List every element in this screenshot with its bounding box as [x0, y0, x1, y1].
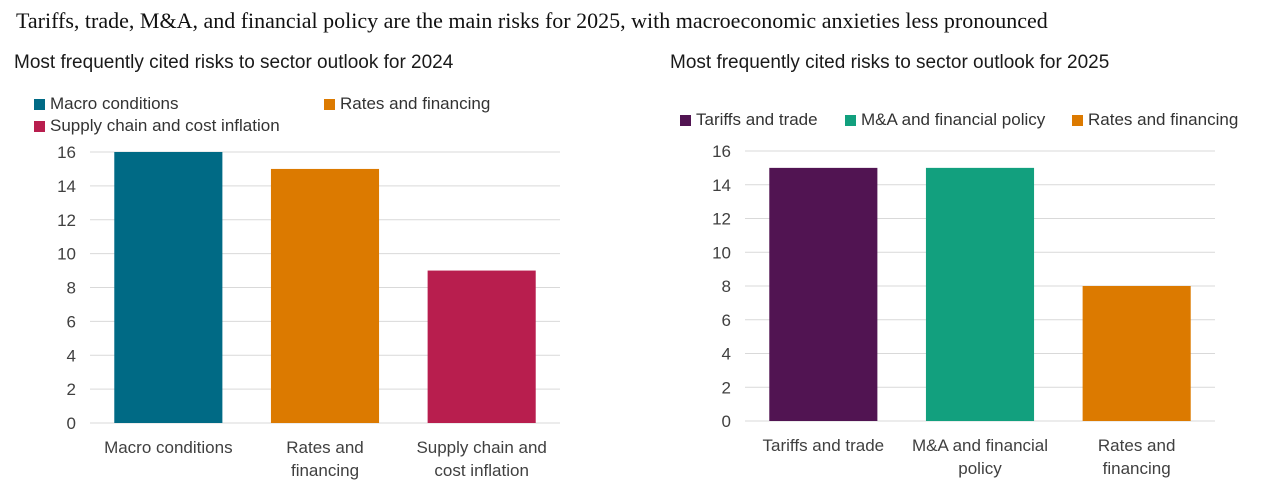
legend-swatch — [34, 120, 45, 132]
y-tick-label: 2 — [67, 380, 76, 399]
bar — [1082, 286, 1191, 421]
y-tick-label: 12 — [57, 211, 76, 230]
y-tick-label: 10 — [57, 245, 76, 264]
y-tick-label: 16 — [57, 143, 76, 162]
y-tick-label: 2 — [722, 378, 731, 397]
legend-item-supply-chain: Supply chain and cost inflation — [34, 116, 280, 136]
y-tick-label: 6 — [722, 311, 731, 330]
x-tick-label: Rates and financing — [1098, 436, 1176, 478]
legend-label: Macro conditions — [50, 94, 179, 113]
bar-chart-2025: 0 2 4 6 8 10 12 14 16 Tariffs and trade M&A and fi… — [712, 142, 1215, 478]
bar — [769, 167, 878, 421]
bar — [925, 167, 1035, 421]
x-tick-label: M&A and financial policy — [912, 436, 1048, 478]
y-tick-label: 10 — [712, 243, 731, 262]
legend-item-macro-conditions: Macro conditions — [34, 94, 179, 114]
legend-item-tariffs-and-trade: Tariffs and trade — [680, 110, 818, 130]
x-tick-label: Supply chain and cost inflation — [416, 438, 546, 480]
chart-title-2025: Most frequently cited risks to sector ou… — [670, 52, 1110, 73]
y-tick-label: 0 — [722, 412, 731, 431]
y-tick-label: 4 — [67, 346, 76, 365]
legend-swatch — [680, 114, 691, 126]
legend-swatch — [1072, 114, 1083, 126]
legend-swatch — [324, 98, 335, 110]
chart-title-2024: Most frequently cited risks to sector ou… — [14, 52, 454, 73]
legend-label: Rates and financing — [1088, 110, 1239, 129]
legend-2025: Tariffs and trade M&A and financial poli… — [680, 110, 1280, 134]
legend-swatch — [845, 114, 856, 126]
legend-item-rates-and-financing: Rates and financing — [324, 94, 490, 114]
y-tick-label: 12 — [712, 210, 731, 229]
y-tick-label: 8 — [722, 277, 731, 296]
y-tick-label: 16 — [712, 142, 731, 161]
legend-swatch — [34, 98, 45, 110]
y-tick-label: 14 — [712, 176, 731, 195]
legend-label: M&A and financial policy — [861, 110, 1046, 129]
legend-label: Tariffs and trade — [696, 110, 818, 129]
legend-item-rates-and-financing: Rates and financing — [1072, 110, 1238, 130]
y-tick-label: 4 — [722, 345, 731, 364]
legend-label: Rates and financing — [340, 94, 491, 113]
bar — [427, 270, 536, 423]
bar — [270, 168, 380, 423]
bar — [114, 152, 223, 423]
x-tick-label: Tariffs and trade — [763, 436, 885, 455]
y-tick-label: 14 — [57, 177, 76, 196]
legend-2024: Macro conditions Rates and financing Sup… — [34, 94, 634, 140]
x-tick-label: Macro conditions — [104, 438, 233, 457]
page-title: Tariffs, trade, M&A, and financial polic… — [16, 8, 1048, 33]
y-tick-label: 0 — [67, 414, 76, 433]
y-tick-label: 6 — [67, 312, 76, 331]
bar-chart-2024: 0 2 4 6 8 10 12 14 16 Macro conditions Rates and fi… — [57, 143, 560, 480]
x-tick-label: Rates and financing — [286, 438, 364, 480]
legend-item-ma-and-financial-policy: M&A and financial policy — [845, 110, 1045, 130]
y-tick-label: 8 — [67, 279, 76, 298]
legend-label: Supply chain and cost inflation — [50, 116, 280, 135]
